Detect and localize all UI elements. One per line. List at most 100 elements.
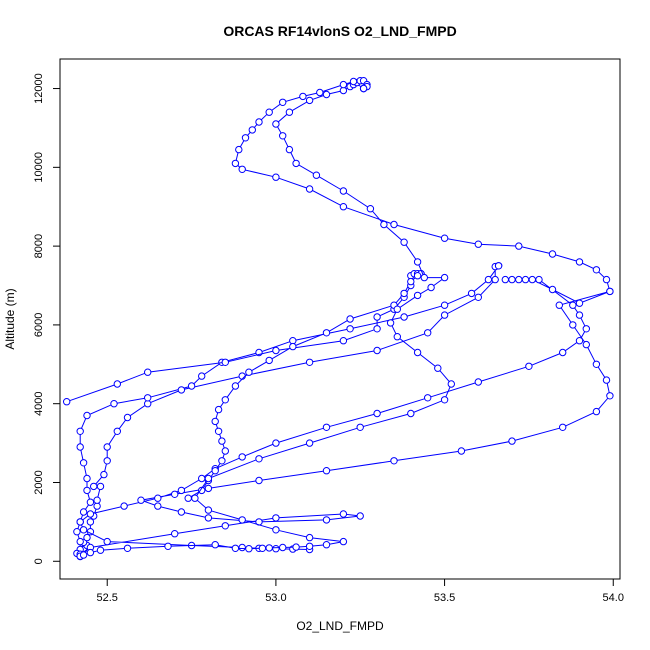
data-point <box>204 474 213 483</box>
data-point <box>79 459 88 467</box>
series-line <box>80 80 611 557</box>
data-point <box>346 315 354 323</box>
series-3 <box>62 270 425 502</box>
data-point <box>164 542 172 550</box>
y-axis: 0 2000 4000 6000 8000 10000 12000 <box>33 73 61 564</box>
data-point <box>501 275 509 284</box>
data-point <box>279 132 287 140</box>
data-point <box>592 360 601 368</box>
series-line <box>76 265 500 556</box>
data-point <box>359 84 368 93</box>
data-point <box>525 362 533 370</box>
data-point <box>221 447 230 455</box>
data-point <box>528 275 536 284</box>
data-point <box>103 443 111 451</box>
data-point <box>407 409 415 418</box>
data-point <box>420 273 428 282</box>
data-point <box>120 502 128 510</box>
data-point <box>457 447 466 455</box>
data-point <box>177 486 186 495</box>
data-point <box>221 358 230 366</box>
data-point <box>204 514 213 522</box>
data-point <box>555 301 563 309</box>
data-point <box>265 356 273 365</box>
data-point <box>272 173 280 181</box>
data-point <box>258 544 267 552</box>
data-point <box>356 423 364 431</box>
data-point <box>322 423 331 431</box>
data-point <box>390 457 398 465</box>
data-point <box>204 506 213 514</box>
data-point <box>474 293 482 301</box>
data-point <box>113 380 122 388</box>
data-point <box>144 368 152 376</box>
data-point <box>467 289 476 298</box>
data-point <box>76 537 84 546</box>
data-point <box>211 541 219 549</box>
data-point <box>86 498 95 506</box>
data-point <box>184 494 192 502</box>
data-point <box>316 88 324 97</box>
data-point <box>123 413 132 422</box>
data-point <box>292 159 300 168</box>
data-point <box>373 325 381 333</box>
data-point <box>305 185 314 193</box>
data-point <box>154 502 162 510</box>
data-point <box>535 275 543 284</box>
data-point <box>231 159 240 168</box>
data-point <box>508 275 516 284</box>
data-point <box>79 551 88 559</box>
data-point <box>515 242 523 250</box>
data-point <box>474 240 482 248</box>
data-point <box>255 118 263 126</box>
data-point <box>238 165 246 174</box>
data-point <box>515 275 523 284</box>
data-point <box>79 526 88 534</box>
data-point <box>447 380 455 388</box>
data-point <box>198 486 206 495</box>
data-point <box>386 319 395 327</box>
data-point <box>272 346 280 355</box>
data-point <box>218 457 226 465</box>
x-tick-label: 53.5 <box>434 592 455 604</box>
data-point <box>575 258 584 266</box>
y-tick-label: 8000 <box>33 234 45 258</box>
data-point <box>322 90 331 99</box>
data-point <box>86 518 95 526</box>
data-point <box>221 396 230 404</box>
data-point <box>484 275 493 284</box>
data-point <box>265 108 273 116</box>
data-point <box>339 203 348 211</box>
x-tick-label: 52.5 <box>97 592 118 604</box>
data-point <box>79 508 88 516</box>
data-point <box>211 467 219 475</box>
data-point <box>177 508 186 516</box>
data-point <box>440 234 449 242</box>
data-point <box>83 474 91 483</box>
data-point <box>245 368 253 376</box>
data-point <box>424 394 432 402</box>
data-point <box>214 427 223 435</box>
data-point <box>279 543 287 552</box>
y-axis-label: Altitude (m) <box>3 288 17 349</box>
data-point <box>356 512 364 520</box>
data-point <box>393 333 401 341</box>
data-point <box>272 545 280 553</box>
data-point <box>339 187 348 195</box>
data-point <box>204 484 213 493</box>
data-point <box>400 289 408 298</box>
data-point <box>440 273 449 282</box>
data-point <box>602 376 611 384</box>
data-point <box>305 542 314 550</box>
series-layer <box>62 77 614 561</box>
data-point <box>83 533 91 542</box>
data-point <box>241 134 250 142</box>
data-point <box>322 329 331 337</box>
data-point <box>285 108 294 116</box>
data-point <box>400 313 408 321</box>
y-tick-label: 12000 <box>33 73 45 104</box>
data-point <box>413 258 422 266</box>
data-point <box>569 301 577 309</box>
data-point <box>440 396 449 404</box>
